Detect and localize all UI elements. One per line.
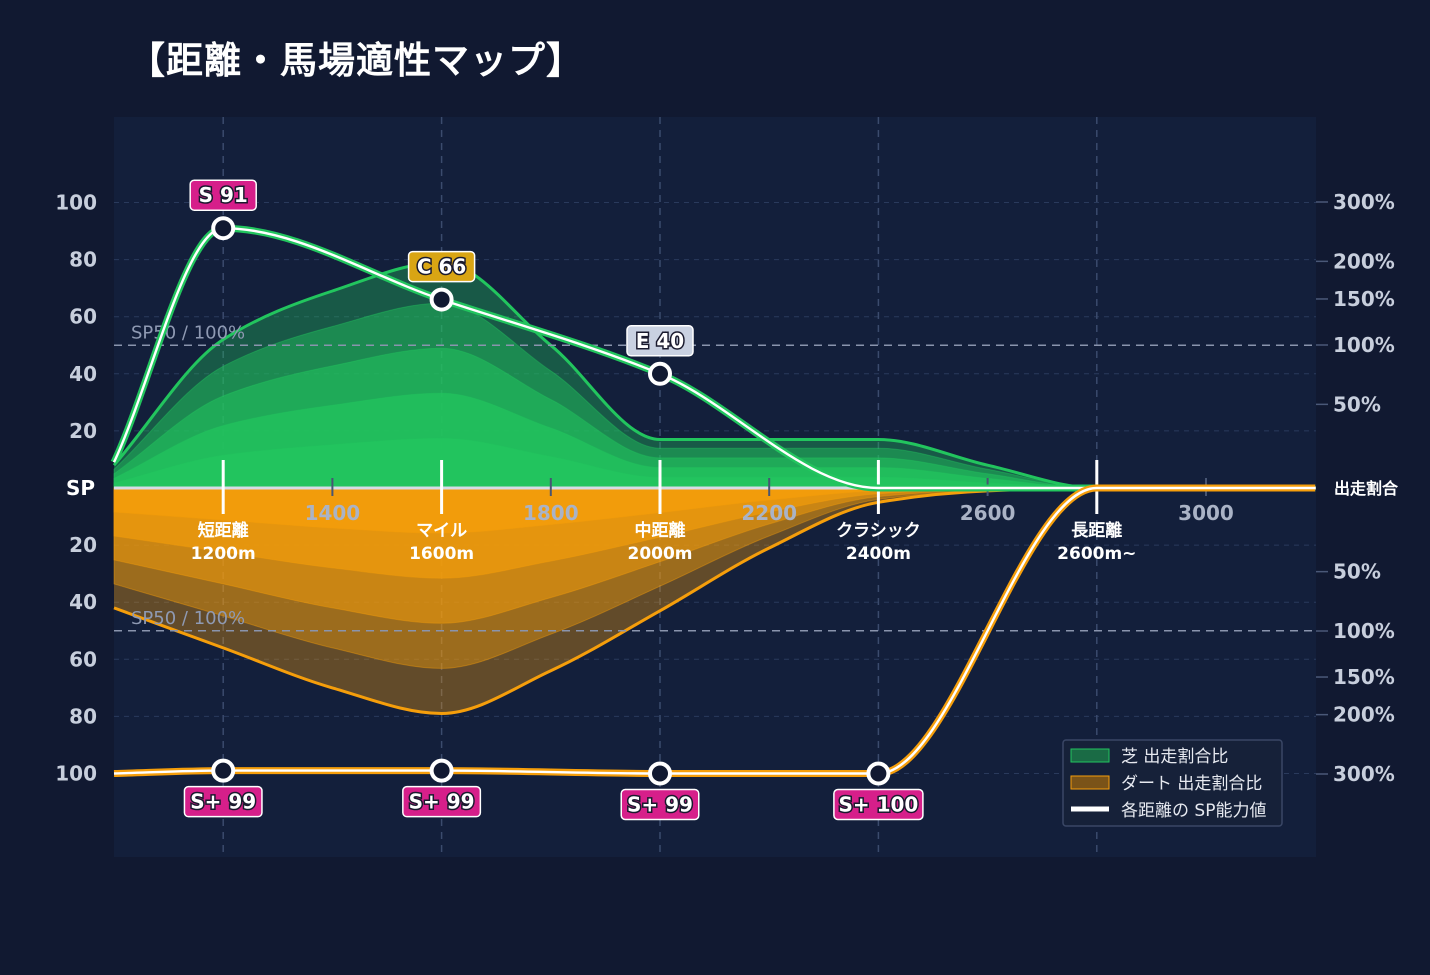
grade-label: S+ 100 bbox=[838, 793, 918, 817]
right-tick-label: 100% bbox=[1333, 333, 1395, 357]
x-tick-label: 1400 bbox=[305, 501, 361, 525]
x-tick-label: 1800 bbox=[523, 501, 579, 525]
right-axis: 300% 200% 150% 100% 50% 50% 100% 150% 200% 300% 出走… bbox=[1316, 190, 1399, 786]
sp-line bbox=[112, 226, 1316, 490]
reference-label: SP50 / 100% bbox=[131, 608, 245, 629]
sp-point-marker bbox=[211, 758, 236, 783]
category-distance: 2600m~ bbox=[1057, 544, 1136, 564]
sp-point-marker bbox=[648, 761, 672, 786]
turf-share-areas bbox=[112, 260, 1316, 490]
legend-swatch-turf bbox=[1070, 748, 1110, 763]
grade-label: C 66 bbox=[417, 255, 466, 279]
sp-point-marker bbox=[866, 761, 891, 786]
right-center-label: 出走割合 bbox=[1334, 479, 1399, 498]
right-tick-label: 300% bbox=[1333, 190, 1395, 214]
legend-box bbox=[1062, 739, 1283, 827]
x-axis: 1400 1800 2200 2600 3000 短距離 1200m マイル 1600m 中距離 2… bbox=[191, 460, 1234, 564]
grade-badge bbox=[626, 325, 694, 357]
left-tick-label: 80 bbox=[69, 248, 97, 272]
right-tick-label: 150% bbox=[1333, 287, 1395, 311]
right-tick-label: 50% bbox=[1333, 392, 1381, 416]
reference-label: SP50 / 100% bbox=[131, 322, 245, 343]
legend-label: ダート 出走割合比 bbox=[1121, 774, 1262, 794]
grade-badge bbox=[402, 785, 482, 818]
category-name: 短距離 bbox=[198, 520, 249, 541]
grade-badge bbox=[189, 179, 257, 211]
category-name: マイル bbox=[416, 521, 467, 541]
sp-point-marker bbox=[648, 361, 672, 386]
left-tick-label: 80 bbox=[69, 704, 97, 728]
right-tick-label: 50% bbox=[1333, 560, 1381, 584]
category-distance: 1200m bbox=[191, 544, 256, 564]
right-tick-label: 200% bbox=[1333, 703, 1395, 727]
left-center-label: SP bbox=[66, 476, 95, 500]
category-name: 中距離 bbox=[635, 520, 686, 541]
left-tick-label: 20 bbox=[69, 419, 97, 443]
left-tick-label: 20 bbox=[69, 533, 97, 557]
right-tick-label: 100% bbox=[1333, 619, 1395, 643]
category-distance: 1600m bbox=[409, 544, 474, 564]
grade-label: S 91 bbox=[199, 183, 248, 207]
legend-swatch-dirt bbox=[1070, 775, 1110, 790]
sp-point-marker bbox=[429, 758, 454, 783]
right-tick-label: 300% bbox=[1333, 762, 1395, 786]
turf-sp-points: S 91 C 66 E 40 bbox=[189, 179, 694, 386]
share-envelope-line bbox=[112, 260, 1316, 490]
sp-line bbox=[113, 486, 1316, 775]
dirt-share-areas bbox=[113, 486, 1316, 716]
grade-badge bbox=[620, 788, 700, 821]
category-name: 長距離 bbox=[1071, 520, 1122, 541]
left-tick-label: 100 bbox=[55, 762, 97, 786]
x-tick-label: 2600 bbox=[960, 501, 1016, 525]
sp-point-marker bbox=[429, 287, 454, 312]
right-tick-label: 150% bbox=[1333, 665, 1395, 689]
legend-label: 各距離の SP能力値 bbox=[1121, 801, 1266, 821]
left-tick-label: 40 bbox=[69, 362, 97, 386]
left-tick-label: 60 bbox=[69, 647, 97, 671]
category-name: クラシック bbox=[836, 521, 921, 541]
right-tick-label: 200% bbox=[1333, 249, 1395, 273]
x-tick-label: 3000 bbox=[1178, 501, 1234, 525]
grade-badge bbox=[407, 250, 476, 283]
dirt-sp-points: S+ 99 S+ 99 S+ 99 S+ 100 bbox=[183, 758, 924, 821]
grade-label: S+ 99 bbox=[409, 790, 475, 814]
left-tick-label: 60 bbox=[69, 305, 97, 329]
grade-label: E 40 bbox=[636, 329, 684, 353]
left-tick-label: 40 bbox=[69, 590, 97, 614]
left-axis: 100 80 60 40 20 20 40 60 80 100 SP bbox=[55, 191, 97, 786]
turf-sp-line bbox=[110, 224, 1316, 492]
legend-label: 芝 出走割合比 bbox=[1121, 747, 1228, 767]
left-tick-label: 100 bbox=[55, 191, 97, 215]
sp-point-marker bbox=[211, 216, 236, 241]
category-distance: 2400m bbox=[846, 544, 911, 564]
grade-badge bbox=[833, 788, 924, 821]
dirt-sp-line bbox=[113, 484, 1316, 778]
grade-label: S+ 99 bbox=[190, 790, 256, 814]
chart-title: 【距離・馬場適性マップ】 bbox=[128, 39, 584, 82]
grade-label: S+ 99 bbox=[627, 793, 693, 817]
grade-badge bbox=[183, 785, 263, 818]
x-tick-label: 2200 bbox=[741, 501, 797, 525]
category-distance: 2000m bbox=[627, 544, 692, 564]
